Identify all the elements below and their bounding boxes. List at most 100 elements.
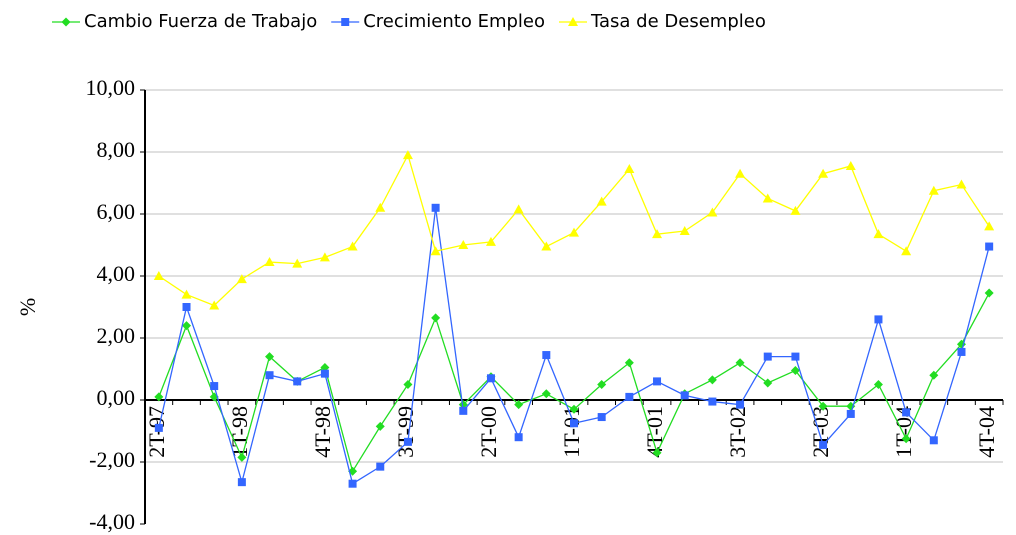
data-point xyxy=(984,288,994,298)
y-tick-label: 10,00 xyxy=(86,75,136,100)
data-point xyxy=(430,246,441,256)
data-point xyxy=(210,382,219,391)
y-axis-label: % xyxy=(15,298,40,316)
data-point xyxy=(624,164,635,174)
data-point xyxy=(348,479,357,488)
data-point xyxy=(514,400,524,410)
data-point xyxy=(154,392,164,402)
legend-marker xyxy=(61,17,71,27)
data-point xyxy=(763,352,772,361)
data-point xyxy=(486,374,495,383)
data-point xyxy=(901,434,911,444)
data-point xyxy=(901,246,912,256)
data-point xyxy=(873,229,884,239)
data-point xyxy=(541,389,551,399)
y-tick-label: -2,00 xyxy=(89,447,135,472)
y-tick-label: 8,00 xyxy=(97,137,136,162)
data-point xyxy=(320,369,329,378)
data-point xyxy=(293,377,302,386)
data-point xyxy=(264,257,275,267)
data-point xyxy=(154,423,163,432)
data-point xyxy=(237,478,246,487)
data-point xyxy=(791,352,800,361)
data-point xyxy=(625,392,634,401)
data-point xyxy=(790,205,801,215)
data-point xyxy=(431,203,440,212)
data-point xyxy=(570,419,578,428)
data-point xyxy=(319,252,330,262)
data-point xyxy=(819,440,828,449)
x-tick-label: 4T-04 xyxy=(974,406,999,458)
data-point xyxy=(569,227,579,237)
data-point xyxy=(845,160,856,170)
data-point xyxy=(237,452,247,462)
data-point xyxy=(735,358,745,368)
data-point xyxy=(265,352,275,362)
x-tick-label: 1T-01 xyxy=(559,406,584,458)
data-point xyxy=(182,321,192,331)
legend-label: Cambio Fuerza de Trabajo xyxy=(84,11,317,32)
data-point xyxy=(514,433,523,442)
data-point xyxy=(403,437,412,446)
data-point xyxy=(596,196,607,206)
data-point xyxy=(790,366,800,376)
data-point xyxy=(708,397,717,406)
x-tick-label: 4T-01 xyxy=(642,406,667,458)
data-point xyxy=(347,241,358,251)
data-point xyxy=(513,204,524,214)
data-point xyxy=(956,179,967,189)
x-tick-label: 3T-99 xyxy=(393,406,418,458)
data-point xyxy=(376,462,385,471)
data-point xyxy=(265,371,274,380)
data-point xyxy=(652,229,663,239)
data-point xyxy=(846,409,855,418)
data-point xyxy=(542,351,551,360)
data-point xyxy=(929,370,939,380)
y-tick-label: 2,00 xyxy=(97,323,136,348)
data-point xyxy=(541,241,552,251)
data-point xyxy=(597,380,607,389)
data-point xyxy=(985,242,994,251)
x-tick-label: 1T-98 xyxy=(227,406,252,458)
data-point xyxy=(652,448,662,458)
data-point xyxy=(873,380,883,389)
data-point xyxy=(762,193,773,203)
data-point xyxy=(375,421,385,431)
data-point xyxy=(458,240,469,249)
data-point xyxy=(292,258,303,268)
data-point xyxy=(818,168,829,178)
y-tick-label: 0,00 xyxy=(97,385,136,410)
data-point xyxy=(929,436,938,445)
data-point xyxy=(402,150,413,160)
data-point xyxy=(763,378,773,388)
x-tick-label: 2T-03 xyxy=(808,406,833,458)
data-point xyxy=(209,300,220,310)
legend-label: Tasa de Desempleo xyxy=(590,11,766,32)
x-tick-label: 4T-98 xyxy=(310,406,335,458)
x-tick-label: 2T-00 xyxy=(476,406,501,458)
data-point xyxy=(153,271,164,280)
data-point xyxy=(874,315,883,324)
data-point xyxy=(653,377,662,386)
data-point xyxy=(735,168,746,178)
legend-marker xyxy=(568,17,578,26)
data-point xyxy=(375,202,386,212)
y-tick-label: 6,00 xyxy=(97,199,136,224)
data-point xyxy=(707,207,718,217)
data-point xyxy=(707,375,717,385)
data-point xyxy=(736,400,745,409)
data-point xyxy=(459,406,468,415)
data-point xyxy=(957,347,966,356)
y-tick-label: -4,00 xyxy=(89,509,135,534)
data-point xyxy=(403,380,413,389)
data-point xyxy=(182,303,191,311)
x-tick-label: 3T-02 xyxy=(725,406,750,458)
data-point xyxy=(431,313,441,323)
data-point xyxy=(569,404,579,414)
data-point xyxy=(928,185,939,195)
y-tick-label: 4,00 xyxy=(97,261,136,286)
data-point xyxy=(984,221,995,231)
legend-label: Crecimiento Empleo xyxy=(363,11,545,32)
data-point xyxy=(236,274,247,284)
